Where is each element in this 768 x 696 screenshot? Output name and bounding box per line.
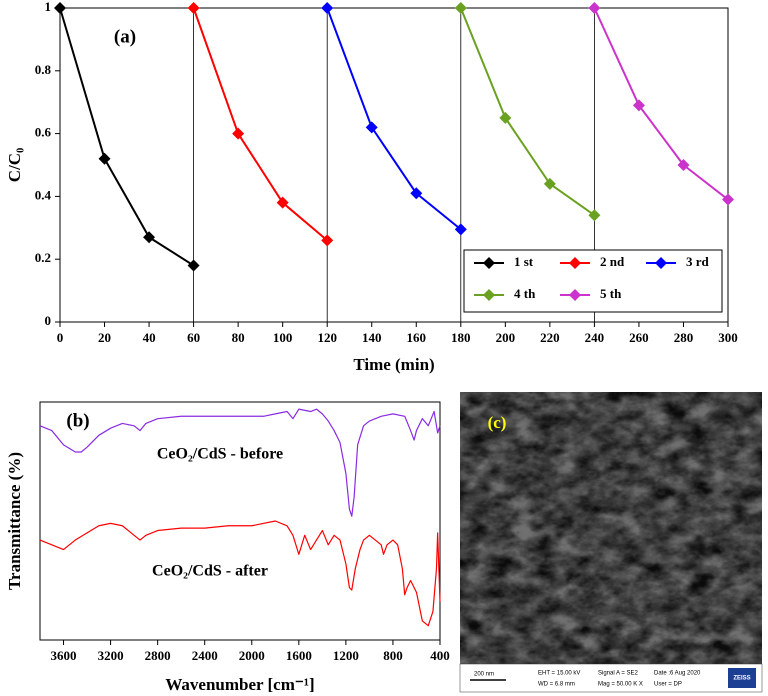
x-tick-label: 240 bbox=[585, 330, 605, 345]
sem-image bbox=[460, 392, 762, 664]
y-tick-label: 0 bbox=[45, 313, 52, 328]
y-axis-label: Transmittance (%) bbox=[5, 452, 24, 590]
x-tick-label: 800 bbox=[383, 648, 403, 663]
series-line bbox=[39, 520, 441, 627]
info-text: WD = 6.8 mm bbox=[538, 682, 575, 688]
point-marker bbox=[632, 99, 645, 112]
point-marker bbox=[588, 209, 601, 222]
series-line bbox=[59, 7, 195, 267]
legend-marker bbox=[569, 257, 581, 269]
info-text: Signal A = SE2 bbox=[598, 671, 639, 677]
point-marker bbox=[98, 152, 111, 165]
x-tick-label: 220 bbox=[540, 330, 560, 345]
point-marker bbox=[187, 2, 200, 14]
x-tick-label: 80 bbox=[232, 330, 245, 345]
point-marker bbox=[232, 127, 245, 140]
info-bar bbox=[459, 663, 763, 693]
series-line bbox=[39, 408, 441, 517]
chart-panel: 0 20 40 60 80 100 120 140 160 180 200 220 240 260 280 3… bbox=[5, 0, 738, 374]
x-tick-label: 180 bbox=[451, 330, 471, 345]
y-tick-label: 0.6 bbox=[35, 125, 52, 140]
legend-marker bbox=[483, 289, 495, 301]
series-line bbox=[326, 7, 462, 231]
info-text: Mag = 50.00 K X bbox=[598, 682, 643, 688]
info-text: EHT = 15.00 kV bbox=[538, 671, 580, 677]
x-tick-label: 300 bbox=[718, 330, 738, 345]
x-tick-label: 400 bbox=[430, 648, 450, 663]
x-tick-label: 100 bbox=[273, 330, 293, 345]
point-marker bbox=[499, 111, 512, 124]
sem-panel: (c) 200 nm EHT = 15.00 kV WD = 6.8 mm Si… bbox=[459, 392, 763, 693]
point-marker bbox=[677, 159, 690, 171]
legend-label: 4 th bbox=[514, 286, 536, 301]
brand: ZEISS bbox=[733, 676, 750, 682]
legend-marker bbox=[483, 257, 495, 269]
point-marker bbox=[365, 121, 378, 134]
point-marker bbox=[410, 187, 423, 200]
x-tick-label: 120 bbox=[317, 330, 337, 345]
x-tick-label: 280 bbox=[674, 330, 694, 345]
point-marker bbox=[722, 193, 734, 206]
series-label: CeO₂/CdS - before bbox=[157, 446, 283, 463]
panel-label: (b) bbox=[66, 410, 89, 431]
point-marker bbox=[276, 196, 289, 209]
x-tick-label: 3200 bbox=[98, 648, 124, 663]
legend-label: 1 st bbox=[514, 254, 534, 269]
brand-box bbox=[728, 668, 756, 688]
series-line bbox=[459, 7, 595, 217]
y-tick-label: 0.8 bbox=[35, 62, 52, 77]
x-tick-label: 2000 bbox=[239, 648, 265, 663]
point-marker bbox=[454, 223, 467, 236]
info-text: Date :6 Aug 2020 bbox=[654, 671, 701, 677]
x-tick-label: 3600 bbox=[51, 648, 77, 663]
y-axis-label: C/C₀ bbox=[5, 148, 24, 182]
legend-label: 2 nd bbox=[600, 254, 625, 269]
series-line bbox=[192, 7, 328, 242]
info-text: User = DP bbox=[654, 682, 682, 688]
point-marker bbox=[454, 2, 467, 14]
panel-label: (a) bbox=[114, 26, 136, 47]
point-marker bbox=[321, 2, 334, 14]
point-marker bbox=[543, 177, 556, 190]
scale-label: 200 nm bbox=[474, 672, 494, 678]
legend-marker bbox=[655, 257, 667, 269]
series-line bbox=[593, 7, 729, 201]
x-tick-label: 1200 bbox=[333, 648, 359, 663]
x-tick-label: 0 bbox=[57, 330, 64, 345]
legend-label: 3 rd bbox=[686, 254, 710, 269]
panel-label: (c) bbox=[488, 413, 507, 432]
x-tick-label: 2800 bbox=[145, 648, 171, 663]
point-marker bbox=[54, 2, 66, 14]
legend-marker bbox=[569, 289, 581, 301]
point-marker bbox=[187, 259, 200, 272]
x-axis-label: Time (min) bbox=[353, 355, 434, 374]
x-tick-label: 60 bbox=[187, 330, 200, 345]
legend-box bbox=[463, 249, 723, 313]
x-tick-label: 260 bbox=[629, 330, 649, 345]
x-tick-label: 1600 bbox=[286, 648, 312, 663]
y-tick-label: 0.2 bbox=[35, 250, 51, 265]
y-tick-label: 0.4 bbox=[35, 187, 52, 202]
x-tick-label: 140 bbox=[362, 330, 382, 345]
point-marker bbox=[321, 234, 334, 247]
x-tick-label: 160 bbox=[407, 330, 427, 345]
x-tick-label: 200 bbox=[496, 330, 516, 345]
plot-frame bbox=[39, 401, 441, 641]
series-label: CeO₂/CdS - after bbox=[152, 563, 268, 580]
x-tick-label: 2400 bbox=[192, 648, 218, 663]
legend-label: 5 th bbox=[600, 286, 622, 301]
point-marker bbox=[143, 231, 156, 244]
x-tick-label: 40 bbox=[143, 330, 156, 345]
chart-panel: 3600 3200 2800 2400 2000 1600 1200 800 400 Wavenu… bbox=[5, 401, 450, 694]
plot-frame bbox=[59, 7, 729, 323]
y-tick-label: 1 bbox=[45, 0, 52, 14]
x-tick-label: 20 bbox=[98, 330, 111, 345]
point-marker bbox=[588, 2, 601, 14]
x-axis-label: Wavenumber [cm⁻¹] bbox=[165, 675, 314, 694]
